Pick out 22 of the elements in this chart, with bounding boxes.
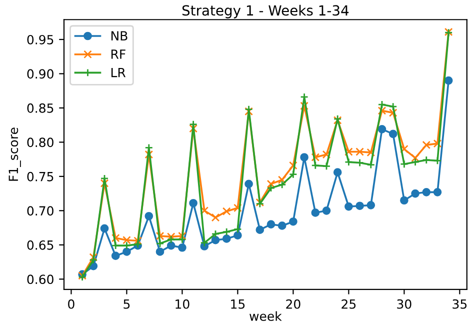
x-tick-label: 25: [342, 299, 356, 309]
legend-label: NB: [111, 31, 128, 40]
y-tick-label: 0.95: [27, 34, 54, 44]
y-tick-label: 0.70: [27, 206, 54, 216]
x-tick-label: 0: [68, 299, 74, 309]
x-tick-label: 15: [231, 300, 245, 309]
x-axis-title: week: [250, 311, 282, 321]
y-tick-label: 0.65: [27, 240, 54, 250]
y-tick-label: 0.60: [27, 274, 54, 284]
y-axis-title: F1_score: [8, 128, 21, 181]
legend-label: LR: [111, 68, 126, 78]
legend-label: RF: [111, 50, 126, 59]
y-tick-label: 0.90: [27, 69, 54, 79]
y-tick-label: 0.80: [27, 138, 54, 148]
x-tick-label: 20: [286, 299, 300, 309]
y-tick-label: 0.75: [27, 172, 54, 182]
chart-title: Strategy 1 - Weeks 1-34: [182, 4, 349, 18]
x-tick-label: 30: [397, 299, 412, 309]
y-tick-label: 0.85: [27, 103, 54, 113]
x-tick-label: 35: [452, 299, 467, 309]
x-tick-label: 5: [124, 300, 130, 309]
x-tick-label: 10: [176, 299, 190, 309]
